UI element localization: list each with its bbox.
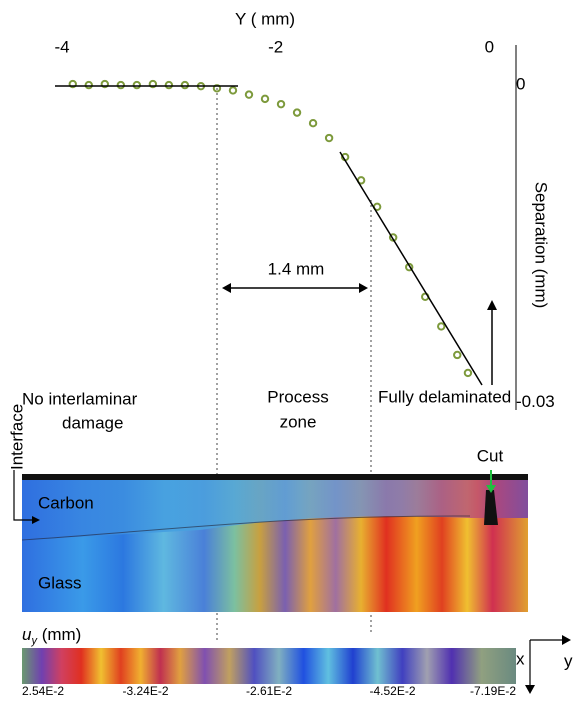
- data-point: [148, 79, 158, 89]
- pointer: [13, 470, 34, 521]
- axes-glyph: [529, 639, 565, 688]
- data-point: [453, 350, 462, 360]
- data-point: [116, 80, 126, 90]
- y-tick-label: 0: [516, 75, 525, 94]
- cut-notch: [484, 490, 498, 525]
- interface-line: [21, 515, 471, 541]
- colorbar-label: -7.19E-2: [470, 684, 516, 698]
- data-point: [100, 79, 110, 89]
- colorbar-title-unit: (mm): [37, 625, 81, 644]
- arrow-head: [487, 300, 497, 310]
- axis-glyph-label: x: [516, 649, 525, 668]
- colorbar-label: -3.24E-2: [122, 684, 168, 698]
- colorbar-label: -2.61E-2: [246, 684, 292, 698]
- data-point: [212, 84, 222, 93]
- colorbar-title-sub: y: [30, 635, 38, 647]
- colorbar-label: -4.52E-2: [369, 684, 415, 698]
- y-tick-label: -0.03: [516, 392, 555, 411]
- data-point: [292, 108, 302, 117]
- zone-label: damage: [62, 413, 123, 432]
- cut-label: Cut: [477, 446, 504, 465]
- x-tick-label: -4: [55, 37, 70, 56]
- colorbar: [22, 648, 516, 684]
- colorbar-title-text: u: [22, 625, 32, 644]
- zone-label: Fully delaminated: [378, 387, 511, 406]
- data-point: [388, 233, 398, 242]
- layer-label: Glass: [38, 573, 81, 592]
- data-point: [164, 80, 174, 90]
- data-point: [84, 80, 93, 90]
- data-point: [132, 80, 142, 90]
- x-tick-label: 0: [485, 37, 494, 56]
- data-point: [68, 79, 77, 89]
- carbon-layer: [22, 474, 528, 540]
- data-point: [244, 90, 254, 99]
- colorbar-title: uy (mm): [22, 625, 81, 646]
- data-point: [228, 86, 238, 95]
- fit-line: [339, 151, 483, 386]
- layer-label: Carbon: [38, 493, 94, 512]
- zone-label: zone: [280, 412, 317, 431]
- zone-label: No interlaminar: [22, 389, 138, 408]
- data-point: [463, 368, 473, 378]
- arrow-head: [32, 516, 40, 524]
- zone-label: Process: [267, 387, 328, 406]
- data-point: [324, 133, 334, 143]
- data-point: [276, 99, 286, 109]
- data-point: [180, 80, 190, 90]
- data-point: [260, 94, 270, 104]
- x-axis-title: Y ( mm): [235, 9, 295, 28]
- data-point: [308, 119, 318, 128]
- colorbar-label: 2.54E-2: [22, 684, 64, 698]
- top-edge: [22, 474, 528, 480]
- arrow-head: [486, 485, 496, 493]
- plot: -4 -2 0 0 -0.03: [55, 37, 555, 411]
- colorbar-labels: 2.54E-2 -3.24E-2 -2.61E-2 -4.52E-2 -7.19E-2: [22, 684, 516, 698]
- y-axis-title: Separation (mm): [532, 182, 551, 309]
- width-label: 1.4 mm: [268, 259, 325, 278]
- x-tick-label: -2: [268, 37, 283, 56]
- data-point: [437, 322, 446, 331]
- interface-label: Interface: [7, 404, 26, 470]
- axis-glyph-label: y: [564, 651, 573, 670]
- data-point: [404, 262, 414, 272]
- arrow-head: [525, 635, 571, 694]
